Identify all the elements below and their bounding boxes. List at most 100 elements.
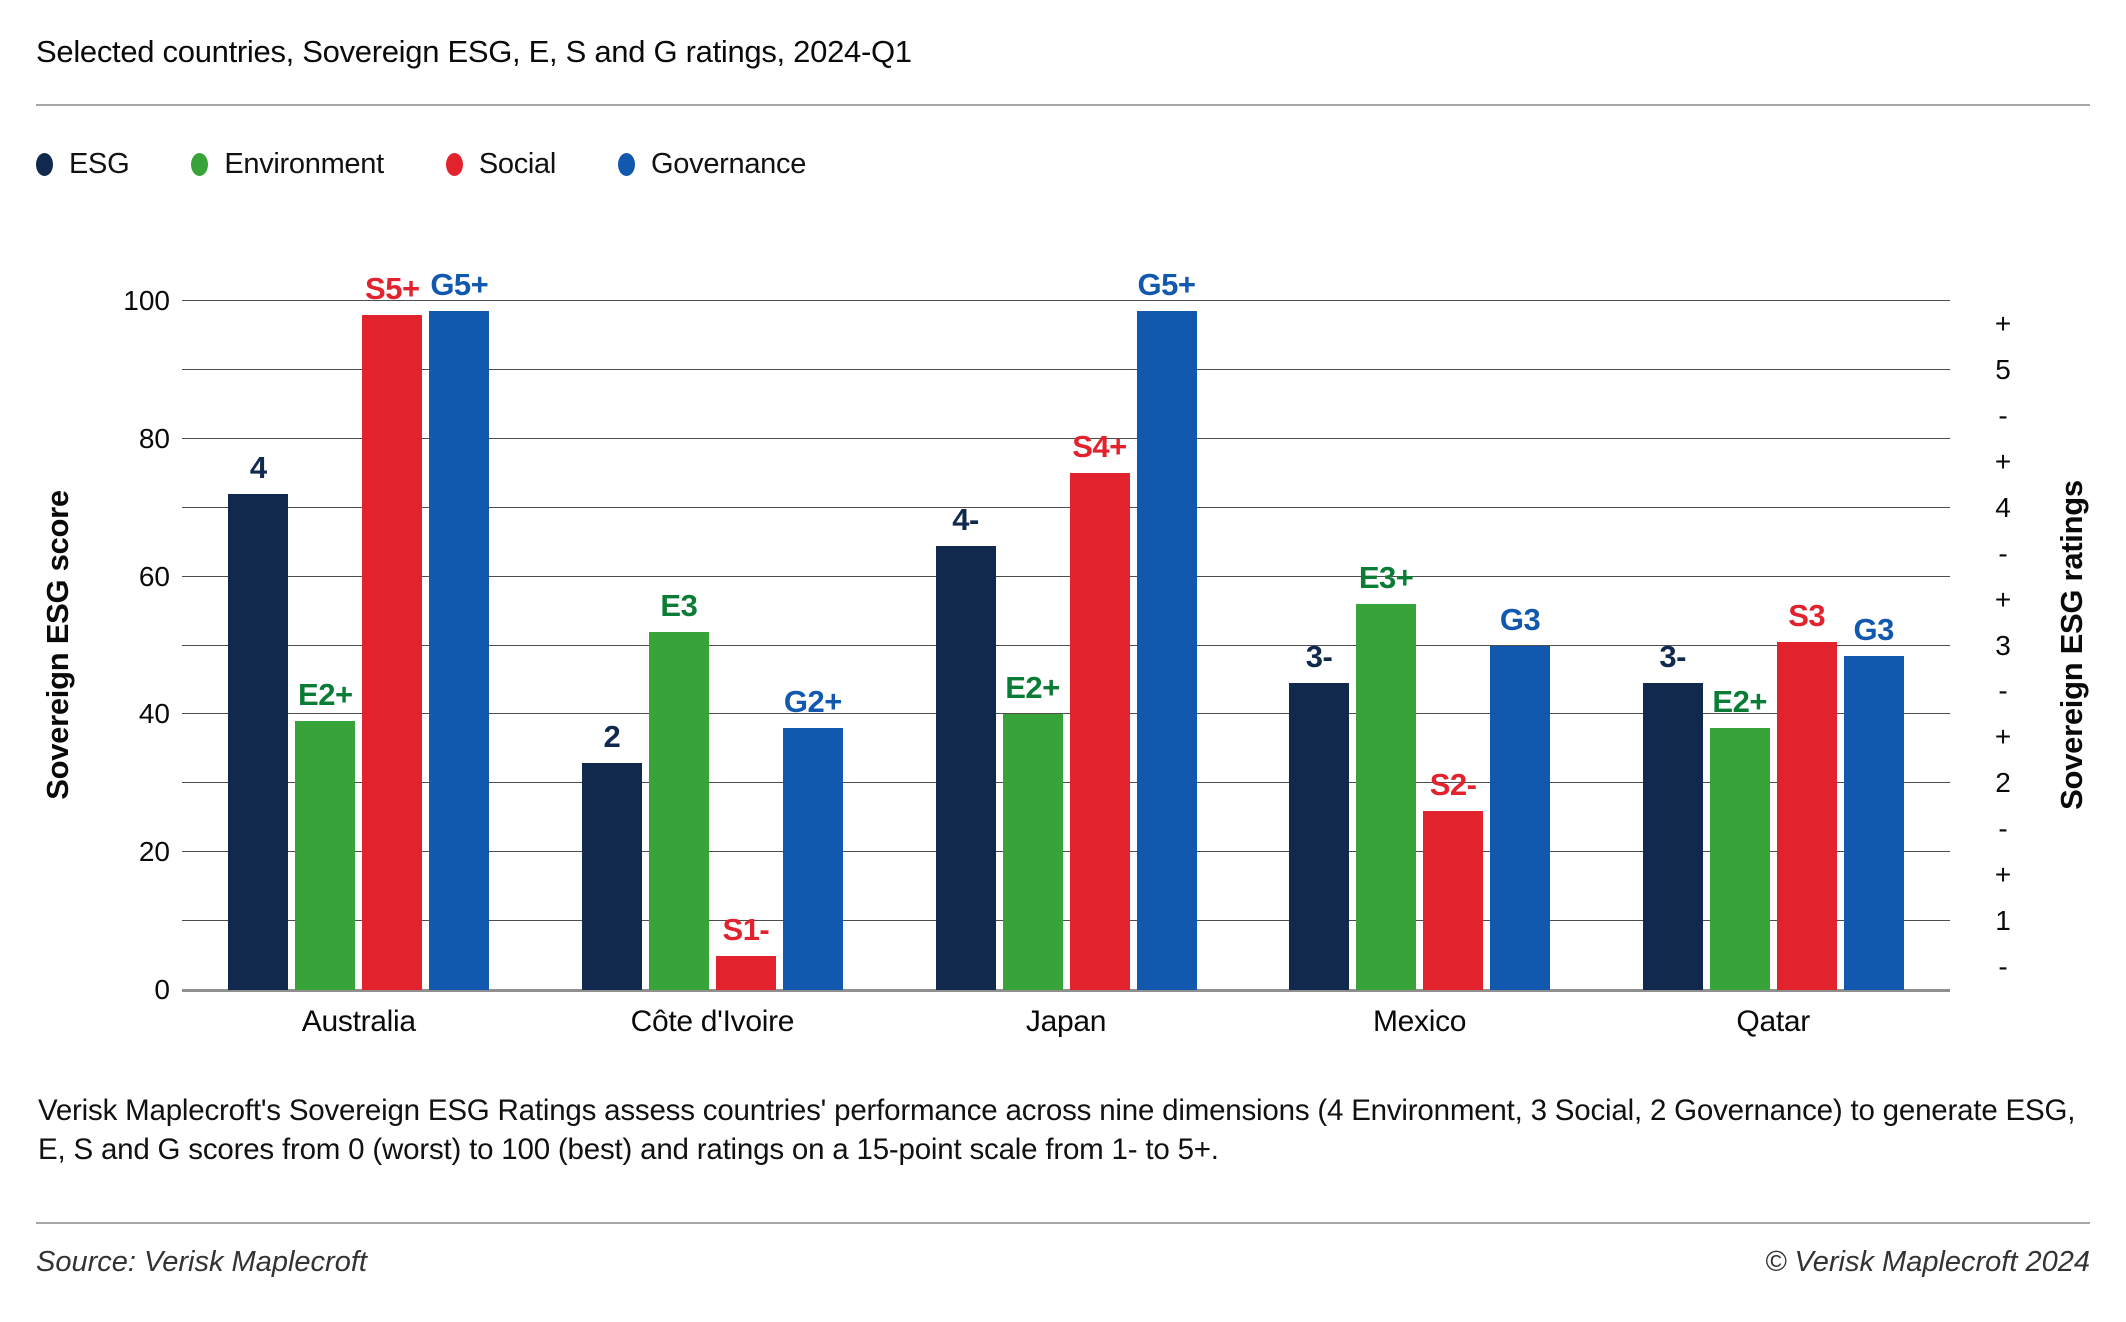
y-tick-right-14: - xyxy=(1998,951,2008,983)
y-tick-right-10: 2 xyxy=(1995,767,2011,799)
gridline-20 xyxy=(182,851,1950,853)
bar-label-australia-environment: E2+ xyxy=(298,677,353,713)
gridline-90 xyxy=(182,368,1950,370)
gridline-10 xyxy=(182,920,1950,922)
y-tick-left-0: 0 xyxy=(154,974,170,1005)
bar-qatar-social xyxy=(1776,642,1837,990)
bar-japan-environment xyxy=(1002,714,1063,990)
bar-label-qatar-governance: G3 xyxy=(1853,611,1895,647)
bar-label-japan-social: S4+ xyxy=(1072,429,1127,465)
y-axis-title-right: Sovereign ESG ratings xyxy=(2054,480,2089,810)
y-tick-left-60: 60 xyxy=(138,560,170,592)
bar-mexico-esg xyxy=(1289,683,1350,990)
y-tick-right-13: 1 xyxy=(1995,905,2011,937)
bar-c-te-d-ivoire-environment xyxy=(648,631,709,990)
gridline-40 xyxy=(182,713,1950,715)
bar-mexico-social xyxy=(1423,810,1484,990)
bar-label-japan-esg: 4- xyxy=(952,501,979,537)
y-tick-left-100: 100 xyxy=(123,285,170,316)
copyright-text: © Verisk Maplecroft 2024 xyxy=(1765,1246,2090,1278)
bar-australia-esg xyxy=(228,493,289,990)
y-tick-right-7: 3 xyxy=(1995,629,2011,661)
y-tick-left-20: 20 xyxy=(138,836,170,868)
bar-label-qatar-esg: 3- xyxy=(1659,639,1686,675)
bar-label-australia-esg: 4 xyxy=(249,449,267,485)
y-tick-right-11: - xyxy=(1998,813,2008,845)
gridline-80 xyxy=(182,437,1950,439)
y-tick-right-5: - xyxy=(1998,537,2008,569)
bar-label-mexico-esg: 3- xyxy=(1305,639,1333,675)
bar-mexico-environment xyxy=(1356,604,1417,990)
x-axis-label-qatar: Qatar xyxy=(1736,1005,1810,1038)
bar-australia-social xyxy=(362,314,423,990)
gridline-70 xyxy=(182,506,1950,508)
bar-mexico-governance xyxy=(1490,645,1551,990)
bar-label-c-te-d-ivoire-esg: 2 xyxy=(603,718,621,754)
footnote: Verisk Maplecroft's Sovereign ESG Rating… xyxy=(38,1094,2076,1166)
gridline-50 xyxy=(182,644,1950,646)
bar-qatar-esg xyxy=(1642,683,1703,990)
bar-label-qatar-environment: E2+ xyxy=(1712,684,1767,720)
plot-area: 4 E2+ S5+ G5+ 2 E3 S1- G2+ 4- E2+ S4+ G5+ 3- E3+ S2- G3… xyxy=(182,267,1950,992)
bar-qatar-governance xyxy=(1843,655,1904,990)
legend-item-governance: Governance xyxy=(618,148,806,181)
gridline-60 xyxy=(182,575,1950,577)
bar-label-c-te-d-ivoire-social: S1- xyxy=(722,911,770,947)
legend: ESG Environment Social Governance xyxy=(36,148,806,181)
legend-label: Governance xyxy=(651,148,807,180)
bar-label-mexico-governance: G3 xyxy=(1499,601,1541,637)
x-axis-label-japan: Japan xyxy=(1025,1005,1107,1038)
y-tick-left-80: 80 xyxy=(138,422,170,454)
y-axis-right-ticks: +5 - +4 - +3 - +2 - +1 - xyxy=(1975,301,2031,990)
bar-label-mexico-social: S2- xyxy=(1429,766,1477,802)
y-tick-right-12: + xyxy=(1994,859,2012,891)
y-tick-right-3: + xyxy=(1994,445,2012,477)
legend-item-esg: ESG xyxy=(36,148,130,181)
legend-label: Environment xyxy=(224,148,384,180)
y-tick-right-0: + xyxy=(1994,307,2012,339)
y-axis-left-ticks: 0 20 40 60 80 100 xyxy=(60,286,170,1005)
y-tick-right-9: + xyxy=(1994,721,2012,753)
legend-label: Social xyxy=(478,148,557,180)
source-text: Source: Verisk Maplecroft xyxy=(36,1246,367,1278)
x-axis-labels: Australia Côte d'Ivoire Japan Mexico Qatar xyxy=(182,1005,1950,1045)
legend-item-social: Social xyxy=(445,148,557,181)
y-tick-right-6: + xyxy=(1994,583,2012,615)
y-tick-right-1: 5 xyxy=(1995,353,2011,385)
y-tick-right-2: - xyxy=(1998,399,2008,431)
bar-label-australia-social: S5+ xyxy=(365,270,420,306)
bar-c-te-d-ivoire-governance xyxy=(782,728,843,990)
bar-c-te-d-ivoire-social xyxy=(715,955,776,990)
bar-qatar-environment xyxy=(1709,728,1770,990)
bar-label-c-te-d-ivoire-environment: E3 xyxy=(660,587,698,623)
legend-item-environment: Environment xyxy=(191,148,384,181)
bar-label-c-te-d-ivoire-governance: G2+ xyxy=(783,684,842,720)
x-axis-label-c-te-d-ivoire: Côte d'Ivoire xyxy=(630,1005,795,1038)
footer-divider xyxy=(36,1222,2090,1224)
bar-c-te-d-ivoire-esg xyxy=(581,762,642,990)
environment-legend-dot-icon xyxy=(191,153,209,176)
bar-label-japan-environment: E2+ xyxy=(1005,670,1060,706)
chart-title: Selected countries, Sovereign ESG, E, S … xyxy=(36,34,912,69)
bar-japan-social xyxy=(1069,473,1130,990)
bar-label-mexico-environment: E3+ xyxy=(1358,560,1414,596)
bar-japan-governance xyxy=(1136,311,1197,990)
gridline-30 xyxy=(182,782,1950,784)
bar-australia-environment xyxy=(295,721,356,990)
esg-legend-dot-icon xyxy=(36,153,53,176)
governance-legend-dot-icon xyxy=(618,153,636,176)
x-axis-label-mexico: Mexico xyxy=(1372,1005,1467,1038)
y-tick-right-4: 4 xyxy=(1995,491,2011,523)
bar-australia-governance xyxy=(429,311,490,990)
y-tick-right-8: - xyxy=(1998,675,2008,707)
title-divider xyxy=(36,104,2090,106)
gridline-100 xyxy=(182,300,1950,301)
social-legend-dot-icon xyxy=(445,153,463,176)
x-axis-line xyxy=(182,989,1950,992)
x-axis-label-australia: Australia xyxy=(301,1005,416,1038)
bar-label-japan-governance: G5+ xyxy=(1137,267,1196,303)
legend-label: ESG xyxy=(69,148,130,180)
bar-japan-esg xyxy=(935,545,996,990)
bar-label-australia-governance: G5+ xyxy=(430,267,489,303)
